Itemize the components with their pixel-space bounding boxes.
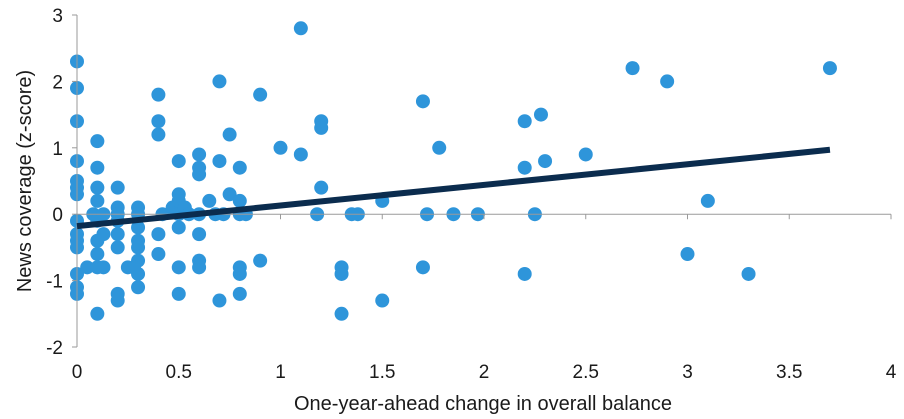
x-tick-label: 3	[682, 362, 693, 383]
data-point	[517, 160, 532, 175]
data-point	[415, 260, 430, 275]
x-tick-label: 2	[479, 362, 490, 383]
data-point	[80, 260, 95, 275]
data-point	[334, 266, 349, 281]
y-tick-label: -2	[46, 338, 63, 359]
data-point	[192, 167, 207, 182]
data-point	[293, 21, 308, 36]
data-point	[171, 260, 186, 275]
data-point	[192, 147, 207, 162]
data-point	[222, 187, 237, 202]
data-point	[131, 220, 146, 235]
x-tick-label: 3.5	[776, 362, 802, 383]
y-tick-label: 2	[52, 72, 63, 93]
x-tick-label: 0.5	[166, 362, 192, 383]
data-point	[151, 247, 166, 262]
data-point	[192, 260, 207, 275]
data-point	[90, 193, 105, 208]
data-point	[126, 260, 141, 275]
data-point	[232, 160, 247, 175]
data-point	[253, 87, 268, 102]
x-tick-label: 1.5	[369, 362, 395, 383]
data-point	[375, 293, 390, 308]
data-point	[202, 193, 217, 208]
data-point	[314, 180, 329, 195]
data-point	[314, 120, 329, 135]
data-point	[171, 154, 186, 169]
data-point	[334, 306, 349, 321]
data-point	[90, 180, 105, 195]
data-point	[151, 87, 166, 102]
trendline-group	[76, 146, 831, 230]
tick-labels: -2 -1 0 1 2 3 0 0.5 1 1.5 2 2.5 3 3.5 4	[46, 6, 897, 383]
data-point	[660, 74, 675, 89]
data-point	[432, 140, 447, 155]
y-tick-label: 3	[52, 6, 63, 27]
data-point	[232, 266, 247, 281]
data-point	[212, 154, 227, 169]
data-point	[578, 147, 593, 162]
data-point	[822, 61, 837, 76]
data-point	[415, 94, 430, 109]
data-point	[212, 293, 227, 308]
y-tick-label: 0	[52, 205, 63, 226]
data-point	[151, 127, 166, 142]
data-point	[232, 286, 247, 301]
x-tick-label: 4	[886, 362, 897, 383]
data-point	[90, 160, 105, 175]
data-point	[90, 134, 105, 149]
data-point	[625, 61, 640, 76]
data-point	[232, 193, 247, 208]
data-point	[293, 147, 308, 162]
data-point	[517, 114, 532, 129]
data-point	[110, 293, 125, 308]
data-points	[70, 21, 837, 321]
x-tick-label: 0	[72, 362, 83, 383]
data-point	[171, 286, 186, 301]
data-point	[222, 127, 237, 142]
data-point	[110, 240, 125, 255]
data-point	[273, 140, 288, 155]
y-axis-label: News coverage (z-score)	[14, 70, 36, 292]
data-point	[96, 260, 111, 275]
data-point	[700, 193, 715, 208]
data-point	[131, 280, 146, 295]
trendline	[76, 146, 831, 230]
data-point	[192, 227, 207, 242]
data-point	[131, 240, 146, 255]
x-tick-label: 2.5	[573, 362, 599, 383]
data-point	[171, 220, 186, 235]
axes	[72, 14, 892, 348]
data-point	[110, 180, 125, 195]
data-point	[151, 114, 166, 129]
data-point	[110, 227, 125, 242]
data-point	[96, 227, 111, 242]
data-point	[212, 74, 227, 89]
data-point	[90, 247, 105, 262]
data-point	[741, 266, 756, 281]
data-point	[151, 227, 166, 242]
x-axis-label: One-year-ahead change in overall balance	[294, 393, 672, 415]
data-point	[517, 266, 532, 281]
y-tick-label: -1	[46, 272, 63, 293]
data-point	[253, 253, 268, 268]
data-point	[90, 306, 105, 321]
data-point	[680, 247, 695, 262]
y-tick-label: 1	[52, 139, 63, 160]
x-tick-label: 1	[275, 362, 286, 383]
data-point	[533, 107, 548, 122]
data-point	[538, 154, 553, 169]
